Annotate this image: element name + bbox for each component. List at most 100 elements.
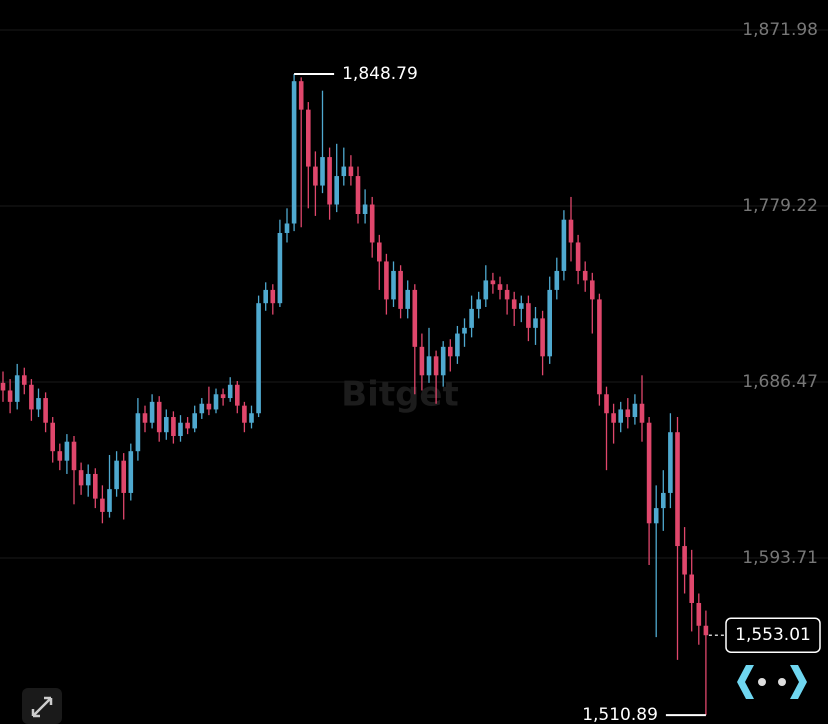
candle-body [298, 81, 304, 110]
candle-body [64, 441, 70, 461]
y-tick-label: 1,593.71 [742, 548, 818, 568]
candle-body [270, 289, 276, 304]
candle-body [156, 401, 162, 433]
candle-body [540, 318, 545, 357]
candle-body [220, 394, 226, 399]
candle-body [320, 157, 325, 186]
candle-body [242, 405, 247, 423]
candle-body [554, 270, 560, 290]
candle-body [362, 204, 368, 215]
candle-body [199, 403, 205, 414]
candle-body [128, 451, 134, 493]
candle-body [0, 382, 6, 391]
y-tick-label: 1,779.22 [742, 196, 818, 216]
candle-body [419, 346, 425, 376]
candle-body [192, 413, 197, 429]
candle-body [653, 508, 659, 524]
candle-body [291, 81, 297, 224]
candle-body [639, 403, 645, 423]
candle-body [29, 384, 34, 410]
candle-body [433, 356, 439, 376]
candle-body [604, 394, 609, 414]
candle-body [597, 299, 602, 395]
candle-body [632, 403, 638, 418]
candle-body [71, 441, 77, 471]
dot [758, 678, 766, 686]
low-marker-label: 1,510.89 [582, 705, 658, 724]
candle-body [391, 270, 396, 300]
candle-body [171, 417, 176, 437]
candle-body [561, 219, 567, 271]
candle-body [114, 460, 119, 490]
expand-icon [31, 696, 53, 718]
candle-body [100, 498, 105, 512]
candle-body [93, 473, 98, 499]
candle-body [469, 308, 474, 328]
candle-body [142, 413, 148, 423]
candle-body [57, 451, 63, 461]
y-tick-label: 1,686.47 [742, 372, 818, 392]
candle-body [519, 303, 524, 309]
candle-body [625, 409, 631, 418]
candle-body [455, 333, 460, 357]
candle-body [689, 574, 694, 603]
candle-body [497, 284, 503, 290]
candle-body [426, 356, 432, 376]
candle-body [355, 176, 361, 215]
candle-body [36, 398, 41, 410]
left-chevron [737, 665, 754, 699]
candle-body [164, 417, 169, 433]
candle-body [405, 289, 410, 309]
scroll-latest-button[interactable] [737, 665, 807, 699]
candle-body [22, 375, 27, 385]
candle-body [227, 384, 233, 399]
expand-button[interactable] [22, 688, 62, 724]
y-tick-label: 1,871.98 [742, 20, 818, 40]
candle-body [213, 394, 219, 410]
candle-body [306, 109, 311, 167]
candle-body [568, 219, 574, 243]
high-marker-label: 1,848.79 [342, 64, 418, 84]
candle-body [121, 460, 126, 493]
candle-body [675, 432, 680, 547]
candle-body [462, 327, 467, 334]
candle-body [369, 204, 375, 243]
candle-body [668, 432, 673, 493]
candle-body [85, 473, 91, 486]
candle-body [43, 398, 48, 423]
candle-body [135, 413, 141, 452]
candle-body [448, 346, 453, 357]
candle-body [696, 602, 702, 626]
candle-body [575, 242, 581, 271]
candle-body [377, 242, 382, 262]
last-price-box [725, 617, 821, 653]
candle-body [511, 299, 517, 309]
candle-body [476, 299, 481, 309]
candle-body [185, 422, 190, 429]
candle-body [14, 375, 20, 402]
candle-body [483, 280, 489, 300]
candle-body [547, 289, 552, 357]
last-price-label: 1,553.01 [735, 625, 811, 645]
candle-body [149, 401, 155, 423]
right-chevron [790, 665, 807, 699]
candle-body [490, 280, 496, 285]
candle-body [504, 289, 510, 300]
candle-body [263, 289, 268, 304]
candle-body [107, 489, 112, 512]
candle-body [703, 625, 709, 636]
candle-body [341, 166, 347, 177]
candle-body [235, 384, 240, 406]
candle-body [682, 546, 687, 575]
candle-body [78, 470, 84, 486]
watermark: Bitget [341, 375, 458, 415]
candle-body [611, 413, 616, 423]
candle-body [178, 422, 183, 437]
candle-body [384, 261, 389, 300]
candle-body [334, 176, 339, 205]
candle-body [50, 422, 55, 452]
candle-body [206, 403, 212, 410]
candle-body [646, 422, 652, 524]
